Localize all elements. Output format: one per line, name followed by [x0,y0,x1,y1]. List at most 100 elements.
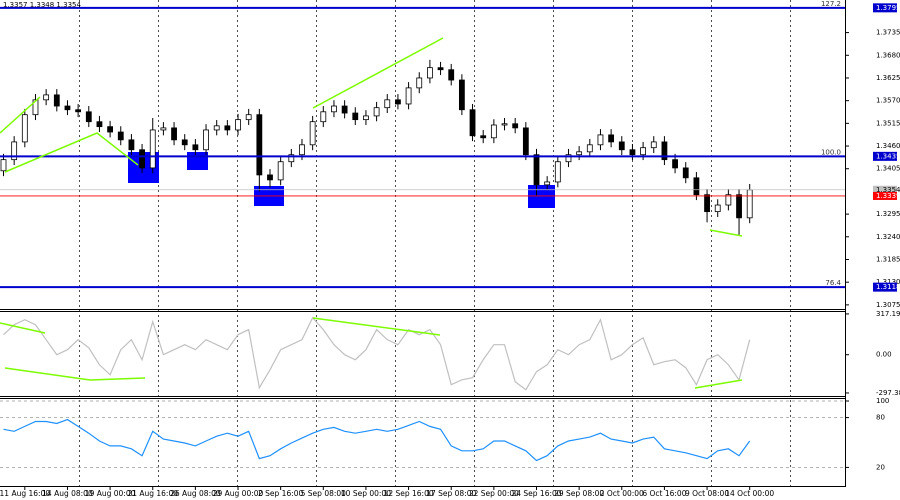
candle-body [704,194,710,213]
trendline [694,379,743,389]
zone-box [528,185,555,208]
candle-body [597,134,604,146]
y-tick-label: 100 [876,397,889,405]
candle-body [341,105,348,114]
candle-body [128,139,135,151]
candle-body [565,154,572,163]
candle-body [299,144,305,156]
x-tick-label: 14 Oct 00:00 [725,489,774,498]
candle-body [469,109,476,137]
candle-body [21,114,28,143]
marks-layer [0,6,845,462]
candle-body [672,159,678,169]
candle-body [533,154,540,186]
x-tick-label: 29 Sep 08:00 [554,489,604,498]
y-tick-label: 1.3130 [876,278,900,286]
frame [0,0,846,487]
candle-body [490,124,497,139]
x-tick-label: 14 Aug 08:00 [42,489,93,498]
candle-body [245,114,252,121]
y-tick-label: 1.3075 [876,301,900,309]
x-tick-label: 29 Aug 00:00 [213,489,264,498]
candle-body [149,129,156,169]
x-tick-label: 21 Aug 16:00 [127,489,178,498]
candle-body [650,141,657,149]
candle-body [256,114,263,176]
x-tick-label: 22 Sep 00:00 [469,489,519,498]
candle-body [171,127,177,141]
candle-body [107,126,113,133]
candle-body [0,159,7,172]
x-tick-label: 26 Aug 08:00 [170,489,221,498]
y-tick-label: 1.3735 [876,29,900,37]
x-tick-label: 2 Oct 00:00 [600,489,644,498]
x-tick-label: 2 Sep 16:00 [258,489,304,498]
candle-body [608,134,615,143]
x-tick-label: 24 Sep 16:00 [511,489,561,498]
trendline [0,96,41,134]
candle-body [235,119,241,131]
candle-body [395,99,401,105]
price-box [873,185,897,194]
x-tick-label: 12 Sep 16:00 [384,489,434,498]
y-tick-label: 80 [876,414,885,422]
candle-body [682,167,689,179]
candle-body [32,99,39,116]
x-tick-label: 9 Oct 08:00 [685,489,729,498]
level-value: 1.3435 [876,152,900,160]
candle-body [75,109,82,113]
candle-body [714,204,721,213]
y-tick-label: 0.00 [876,351,892,359]
candle-body [725,194,732,206]
candle-body [416,77,423,89]
candle-body [331,105,337,113]
candle-body [160,127,167,131]
candle-body [448,69,455,81]
candle-body [288,154,295,163]
candle-body [384,99,391,109]
level-box [873,3,897,13]
candle-body [309,121,316,146]
candle-body [576,151,583,156]
y-tick-label: 1.3515 [876,119,900,127]
candle-body [85,111,92,123]
candle-body [512,123,519,129]
indicator-line [3,316,751,391]
candle-body [43,94,50,101]
price-value: 1.3339 [876,192,900,200]
y-tick-label: 1.3405 [876,165,900,173]
candle-body [501,123,508,126]
grid-layer [0,0,845,486]
x-tick-label: 19 Aug 00:00 [85,489,136,498]
candle-body [267,174,273,181]
candle-body [352,112,359,121]
level-box [873,151,897,161]
y-tick-label: 1.3295 [876,210,900,218]
candle-body [586,144,593,153]
level-box [873,282,897,292]
x-tick-label: 17 Sep 08:00 [426,489,476,498]
trendline [312,37,444,109]
y-tick-label: 1.3680 [876,51,900,59]
y-tick-label: 1.3570 [876,97,900,105]
candle-body [458,79,465,111]
candle-body [373,107,380,117]
candle-body [53,94,60,107]
trendline [4,367,146,381]
candle-body [181,139,188,146]
level-label: 76.4 [825,279,841,287]
candle-body [11,141,18,161]
trendline [312,317,441,336]
trendline [709,229,743,237]
y-tick-label: 20 [876,463,885,471]
price-header: 1.3357 1.3348 1.3354 [3,1,81,9]
candle-body [320,111,327,123]
x-tick-label: 11 Aug 16:00 [0,489,50,498]
zone-box [187,152,208,170]
x-tick-label: 6 Oct 16:00 [642,489,686,498]
trendline [4,132,139,173]
candle-body [544,181,551,186]
